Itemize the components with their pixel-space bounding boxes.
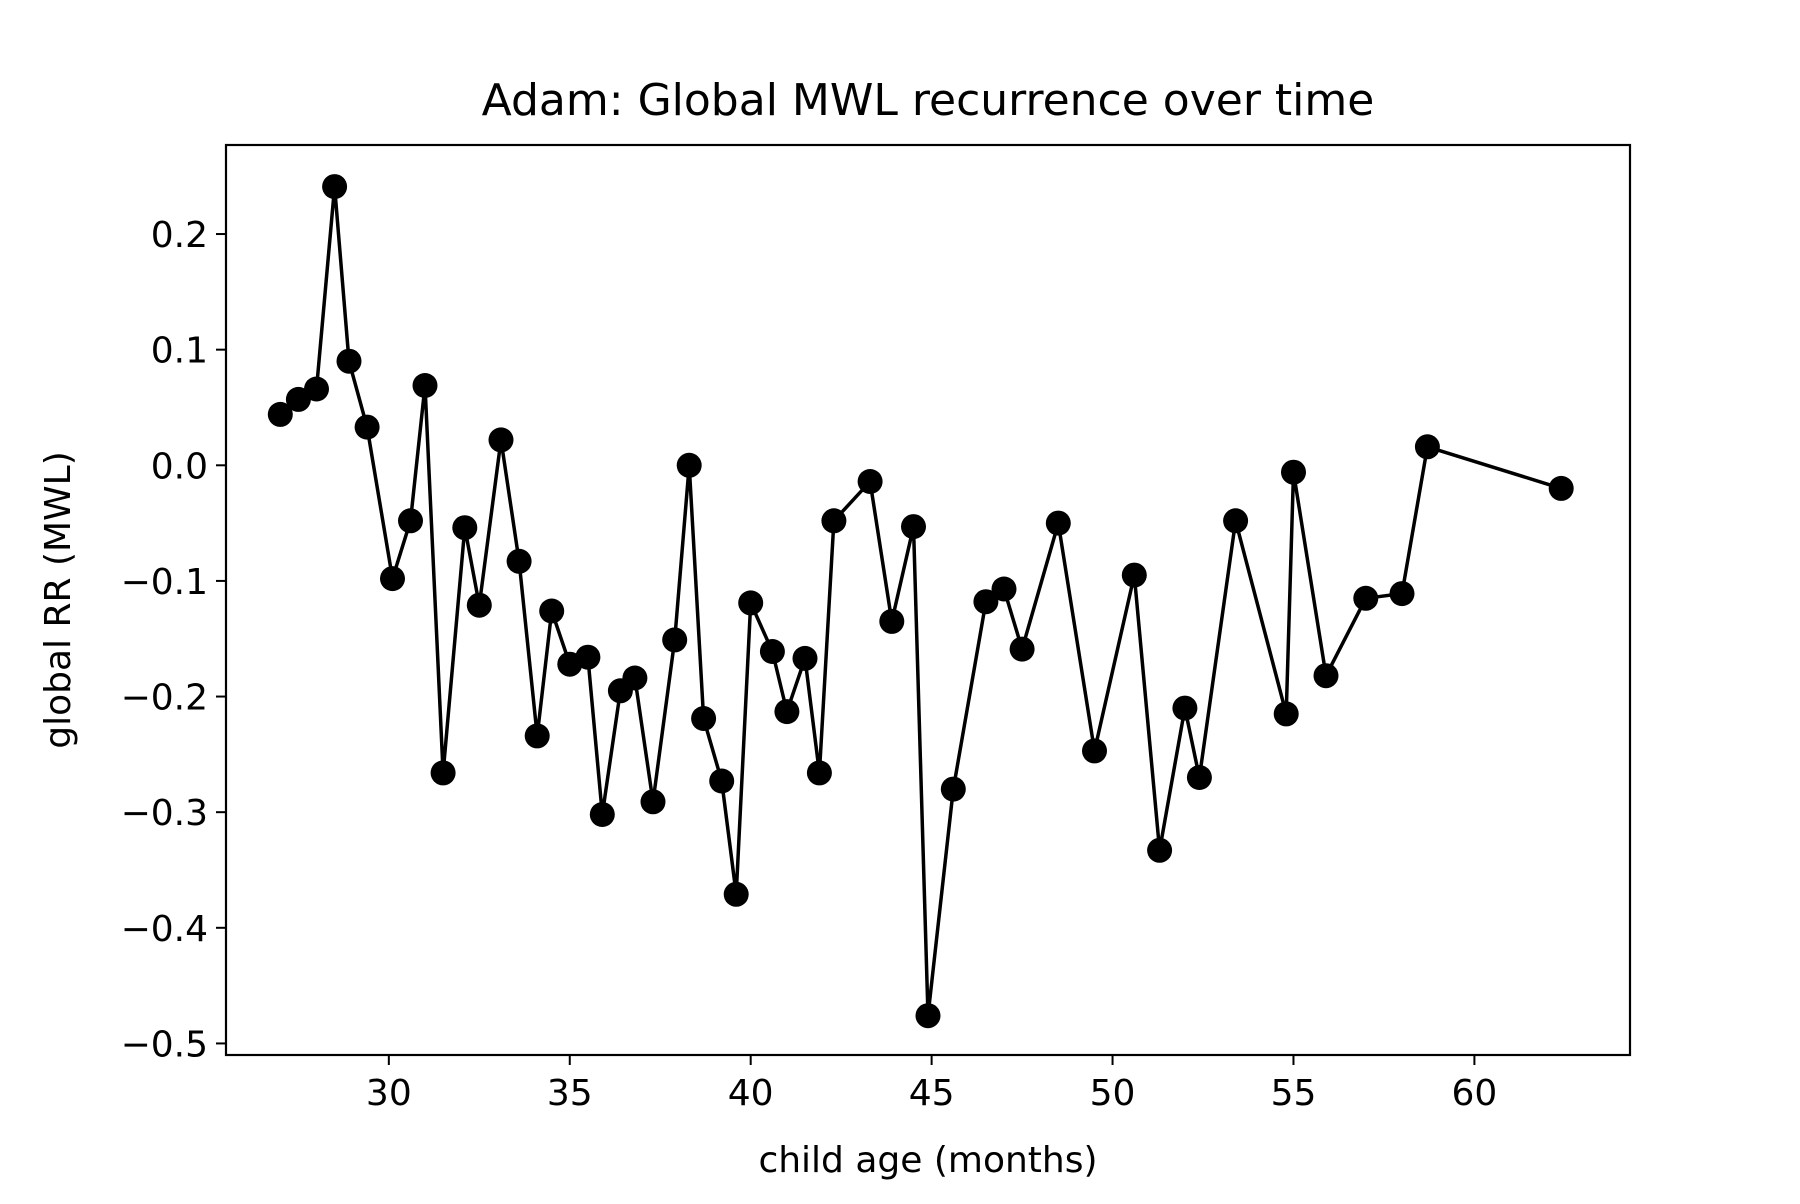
data-point — [589, 802, 615, 827]
data-point — [1172, 695, 1198, 721]
y-tick-label: 0.1 — [151, 331, 208, 372]
x-tick-label: 45 — [909, 1073, 955, 1114]
x-tick-label: 40 — [728, 1073, 774, 1114]
chart-title: Adam: Global MWL recurrence over time — [482, 75, 1375, 126]
data-point — [304, 376, 329, 402]
data-point — [285, 386, 311, 412]
data-point — [1273, 701, 1299, 727]
data-point — [1353, 585, 1379, 611]
data-point — [1045, 510, 1071, 536]
y-tick-label: −0.1 — [121, 562, 208, 603]
data-point — [322, 174, 348, 200]
data-point — [940, 776, 966, 802]
data-point — [1121, 562, 1147, 588]
data-point — [1147, 837, 1173, 863]
data-point — [539, 598, 565, 624]
data-point — [380, 566, 405, 592]
data-point — [792, 645, 818, 671]
x-tick-label: 60 — [1451, 1073, 1497, 1114]
data-point — [354, 414, 380, 440]
data-point — [466, 592, 492, 618]
y-tick-label: −0.3 — [121, 793, 208, 834]
data-point — [452, 515, 478, 541]
x-axis-ticks: 30 35 40 45 50 55 60 — [366, 1055, 1497, 1114]
data-point — [430, 760, 456, 786]
data-point — [709, 768, 735, 794]
data-point — [506, 548, 532, 574]
data-point — [915, 1003, 941, 1029]
data-point — [640, 789, 666, 815]
data-point — [412, 373, 438, 398]
data-point — [1186, 765, 1212, 790]
data-point — [857, 469, 883, 494]
data-point — [806, 760, 832, 786]
data-point — [774, 699, 800, 725]
data-point — [336, 348, 362, 374]
data-point — [1009, 636, 1035, 662]
y-tick-label: −0.4 — [121, 909, 208, 950]
y-tick-label: 0.0 — [151, 446, 208, 487]
data-point — [1223, 508, 1249, 534]
data-point — [1281, 459, 1306, 485]
x-tick-label: 35 — [547, 1073, 593, 1114]
data-point — [1548, 475, 1574, 501]
data-point — [901, 514, 926, 540]
plot-area-frame — [224, 143, 1632, 1057]
data-point — [821, 508, 847, 534]
data-point — [398, 508, 423, 534]
data-point — [488, 427, 514, 453]
data-point — [738, 590, 764, 616]
data-point — [575, 644, 601, 670]
data-point — [622, 665, 648, 691]
series-layer — [267, 174, 1574, 1029]
y-axis-ticks: −0.5 −0.4 −0.3 −0.2 −0.1 0.0 0.1 0.2 — [121, 215, 226, 1065]
y-tick-label: −0.5 — [121, 1024, 208, 1065]
data-point — [1414, 434, 1440, 460]
data-point — [991, 576, 1017, 602]
x-tick-label: 30 — [366, 1073, 412, 1114]
data-point — [723, 881, 749, 907]
data-point — [267, 401, 293, 427]
y-tick-label: −0.2 — [121, 678, 208, 719]
data-point — [691, 706, 717, 731]
data-point — [1389, 581, 1415, 607]
data-point — [973, 589, 999, 615]
data-point — [662, 627, 688, 653]
data-point — [524, 723, 550, 749]
y-tick-label: 0.2 — [151, 215, 208, 256]
x-axis-label: child age (months) — [758, 1140, 1097, 1181]
data-point — [879, 608, 905, 634]
x-tick-label: 50 — [1090, 1073, 1136, 1114]
data-point — [1313, 663, 1339, 689]
data-point — [676, 452, 702, 478]
data-point — [759, 639, 785, 664]
x-tick-label: 55 — [1271, 1073, 1317, 1114]
data-point — [1082, 738, 1107, 764]
y-axis-label: global RR (MWL) — [38, 451, 79, 749]
